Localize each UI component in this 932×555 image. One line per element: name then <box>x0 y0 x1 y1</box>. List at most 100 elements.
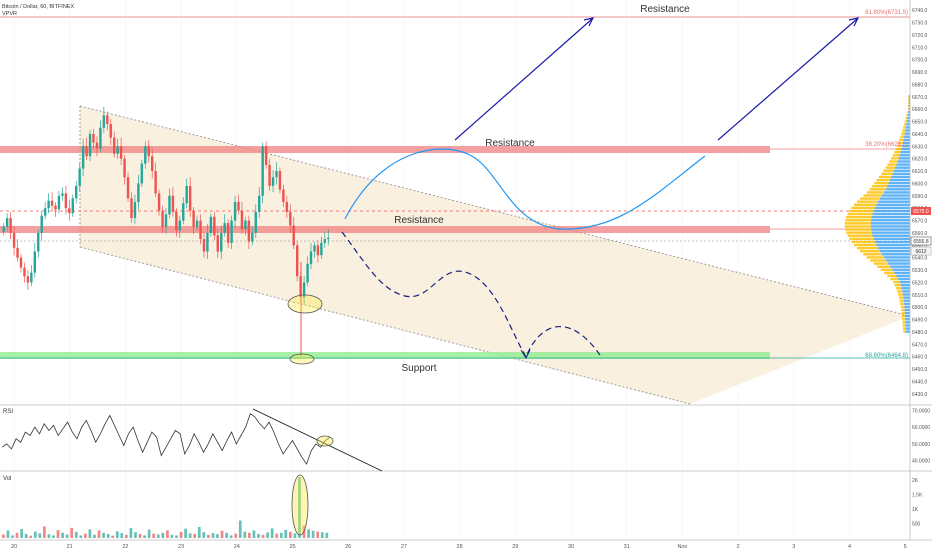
candle-body <box>57 195 61 210</box>
vpvr-bar-buy <box>874 240 910 244</box>
volume-bar <box>257 533 260 538</box>
vpvr-bar-sell <box>894 284 901 287</box>
candle-body <box>313 245 316 252</box>
vpvr-bar-sell <box>878 175 892 179</box>
vpvr-bar-sell <box>877 265 891 268</box>
vpvr-bar-buy <box>908 101 910 104</box>
candle-body <box>289 211 292 226</box>
vpvr-bar-sell <box>884 271 895 275</box>
rsi-tick-label: 70.0000 <box>912 408 930 414</box>
volume-bar <box>243 531 247 538</box>
resistance-top-label: Resistance <box>640 4 690 15</box>
vpvr-bar-buy <box>876 243 910 247</box>
volume-bar <box>29 535 33 538</box>
red-price-tag-text: 6575.0 <box>913 209 929 215</box>
vpvr-bar-sell <box>889 160 898 163</box>
price-tick-label: 6480.0 <box>912 330 928 336</box>
vpvr-bar-buy <box>908 95 910 98</box>
volume-bar <box>316 531 320 538</box>
candle-body <box>30 272 33 283</box>
vpvr-bar-sell <box>849 237 874 241</box>
candle-body <box>47 200 50 209</box>
price-tick-label: 6500.0 <box>912 305 928 311</box>
vpvr-bar-buy <box>889 178 910 182</box>
vpvr-bar-buy <box>873 237 910 241</box>
volume-bar <box>289 531 292 538</box>
vpvr-bar-buy <box>896 274 910 278</box>
vpvr-bar-sell <box>869 188 886 191</box>
volume-bar <box>166 530 169 538</box>
vpvr-bar-buy <box>871 219 910 222</box>
volume-bar <box>261 534 265 538</box>
candle-body <box>161 210 164 227</box>
vpvr-bar-sell <box>900 302 905 305</box>
vpvr-bar-sell <box>896 287 902 290</box>
candle-body <box>195 220 199 227</box>
volume-bar <box>207 534 210 538</box>
breakout-arrow-right-head <box>848 17 860 27</box>
candle-body <box>126 177 130 199</box>
volume-bar <box>156 534 160 538</box>
candle-body <box>278 171 282 190</box>
vpvr-bar-sell <box>896 144 903 148</box>
vpvr-bar-buy <box>892 268 910 271</box>
candle-body <box>209 216 213 233</box>
candle-body <box>147 146 150 157</box>
time-tick-label: 5 <box>904 544 907 550</box>
candle-body <box>226 223 230 243</box>
vpvr-bar-sell <box>887 274 897 278</box>
vol-tick-label: 500 <box>912 521 921 527</box>
rsi-tick-label: 60.0000 <box>912 425 930 431</box>
vpvr-bar-buy <box>905 327 910 330</box>
candle-body <box>116 146 119 154</box>
vpvr-bar-sell <box>846 215 872 219</box>
candle-body <box>37 232 40 252</box>
vpvr-bar-sell <box>887 163 897 166</box>
vpvr-bar-buy <box>880 250 910 253</box>
vpvr-bar-sell <box>873 262 889 265</box>
time-tick-label: 24 <box>234 544 240 550</box>
candle-body <box>168 195 171 215</box>
candle-body <box>61 193 64 196</box>
candle-body <box>302 282 306 298</box>
volume-bar <box>47 534 51 538</box>
volume-bar <box>106 533 110 538</box>
volume-bar <box>74 531 78 538</box>
vpvr-bar-sell <box>903 330 906 333</box>
volume-bar <box>84 533 87 538</box>
vpvr-bar-buy <box>905 318 910 321</box>
fib-upper-label: 38.20%(6626.0) <box>865 142 908 148</box>
vol-label: Vol <box>3 476 11 482</box>
vpvr-bar-sell <box>907 110 909 114</box>
candle-body <box>9 218 12 233</box>
time-tick-label: 28 <box>457 544 463 550</box>
vpvr-bar-sell <box>901 311 905 315</box>
candle-body <box>199 220 202 240</box>
price-tick-label: 6650.0 <box>912 120 928 126</box>
vpvr-bar-buy <box>882 194 910 197</box>
time-tick-label: Nov <box>678 544 688 550</box>
sub-price-tag <box>910 246 932 256</box>
vpvr-bar-buy <box>905 314 910 318</box>
vpvr-bar-sell <box>897 290 903 293</box>
volume-bar <box>311 530 315 538</box>
time-tick-label: 30 <box>568 544 574 550</box>
candle-body <box>216 235 219 252</box>
vpvr-bar-buy <box>887 185 910 188</box>
volume-bar <box>188 533 192 538</box>
sub-price-tag-text: 6612 <box>915 249 926 255</box>
volume-bar <box>307 529 310 538</box>
volume-bar <box>202 532 206 538</box>
volume-bar <box>115 531 119 538</box>
price-tick-label: 6660.0 <box>912 107 928 113</box>
vol-tick-label: 1K <box>912 507 919 513</box>
vpvr-bar-sell <box>876 178 890 182</box>
volume-bar <box>24 533 28 538</box>
candle-body <box>285 202 289 212</box>
volume-bar <box>147 529 151 538</box>
volume-bar <box>175 535 178 538</box>
time-tick-label: 3 <box>792 544 795 550</box>
breakout-arrow-left <box>454 18 593 141</box>
candle-body <box>109 124 112 138</box>
vol-tick-label: 2K <box>912 478 919 484</box>
